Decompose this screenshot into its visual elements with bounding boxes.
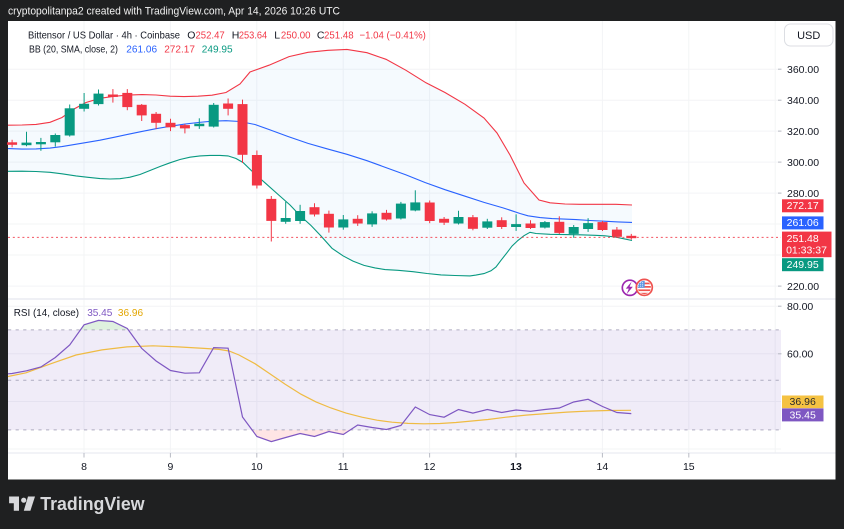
svg-text:35.45: 35.45 <box>87 307 112 319</box>
svg-text:272.17: 272.17 <box>164 44 195 56</box>
svg-text:36.96: 36.96 <box>118 307 143 319</box>
svg-text:RSI (14, close): RSI (14, close) <box>14 307 79 319</box>
svg-text:14: 14 <box>597 461 609 473</box>
svg-text:36.96: 36.96 <box>790 396 816 408</box>
svg-text:35.45: 35.45 <box>790 409 816 421</box>
svg-text:13: 13 <box>510 461 522 473</box>
svg-text:251.48: 251.48 <box>787 233 819 245</box>
svg-text:H: H <box>232 30 240 42</box>
svg-text:320.00: 320.00 <box>787 126 819 138</box>
svg-text:O: O <box>187 30 195 42</box>
svg-text:249.95: 249.95 <box>787 259 819 271</box>
svg-text:252.47: 252.47 <box>196 30 225 42</box>
svg-text:261.06: 261.06 <box>126 44 157 56</box>
svg-text:Bittensor / US Dollar · 4h · C: Bittensor / US Dollar · 4h · Coinbase <box>28 30 180 42</box>
svg-text:360.00: 360.00 <box>787 64 819 76</box>
svg-text:10: 10 <box>251 461 263 473</box>
svg-text:USD: USD <box>797 30 820 42</box>
svg-text:250.00: 250.00 <box>281 30 311 42</box>
svg-text:280.00: 280.00 <box>787 188 819 200</box>
svg-text:01:33:37: 01:33:37 <box>786 244 827 256</box>
svg-text:253.64: 253.64 <box>239 30 267 42</box>
svg-text:cryptopolitanpa2 created with: cryptopolitanpa2 created with TradingVie… <box>8 6 340 18</box>
svg-text:249.95: 249.95 <box>202 44 233 56</box>
svg-text:C: C <box>317 30 325 42</box>
svg-text:272.17: 272.17 <box>787 200 819 212</box>
svg-text:−1.04 (−0.41%): −1.04 (−0.41%) <box>360 30 426 42</box>
svg-text:300.00: 300.00 <box>787 157 819 169</box>
svg-text:261.06: 261.06 <box>787 217 819 229</box>
svg-text:340.00: 340.00 <box>787 95 819 107</box>
svg-text:15: 15 <box>683 461 695 473</box>
svg-text:BB (20, SMA, close, 2): BB (20, SMA, close, 2) <box>29 44 118 56</box>
svg-text:60.00: 60.00 <box>787 349 813 361</box>
svg-text:80.00: 80.00 <box>787 301 813 313</box>
svg-text:L: L <box>274 30 280 42</box>
svg-text:8: 8 <box>81 461 87 473</box>
svg-text:TradingView: TradingView <box>40 493 145 514</box>
svg-text:12: 12 <box>424 461 436 473</box>
svg-text:220.00: 220.00 <box>787 281 819 293</box>
svg-text:9: 9 <box>167 461 173 473</box>
svg-text:251.48: 251.48 <box>324 30 354 42</box>
svg-text:11: 11 <box>338 461 349 473</box>
